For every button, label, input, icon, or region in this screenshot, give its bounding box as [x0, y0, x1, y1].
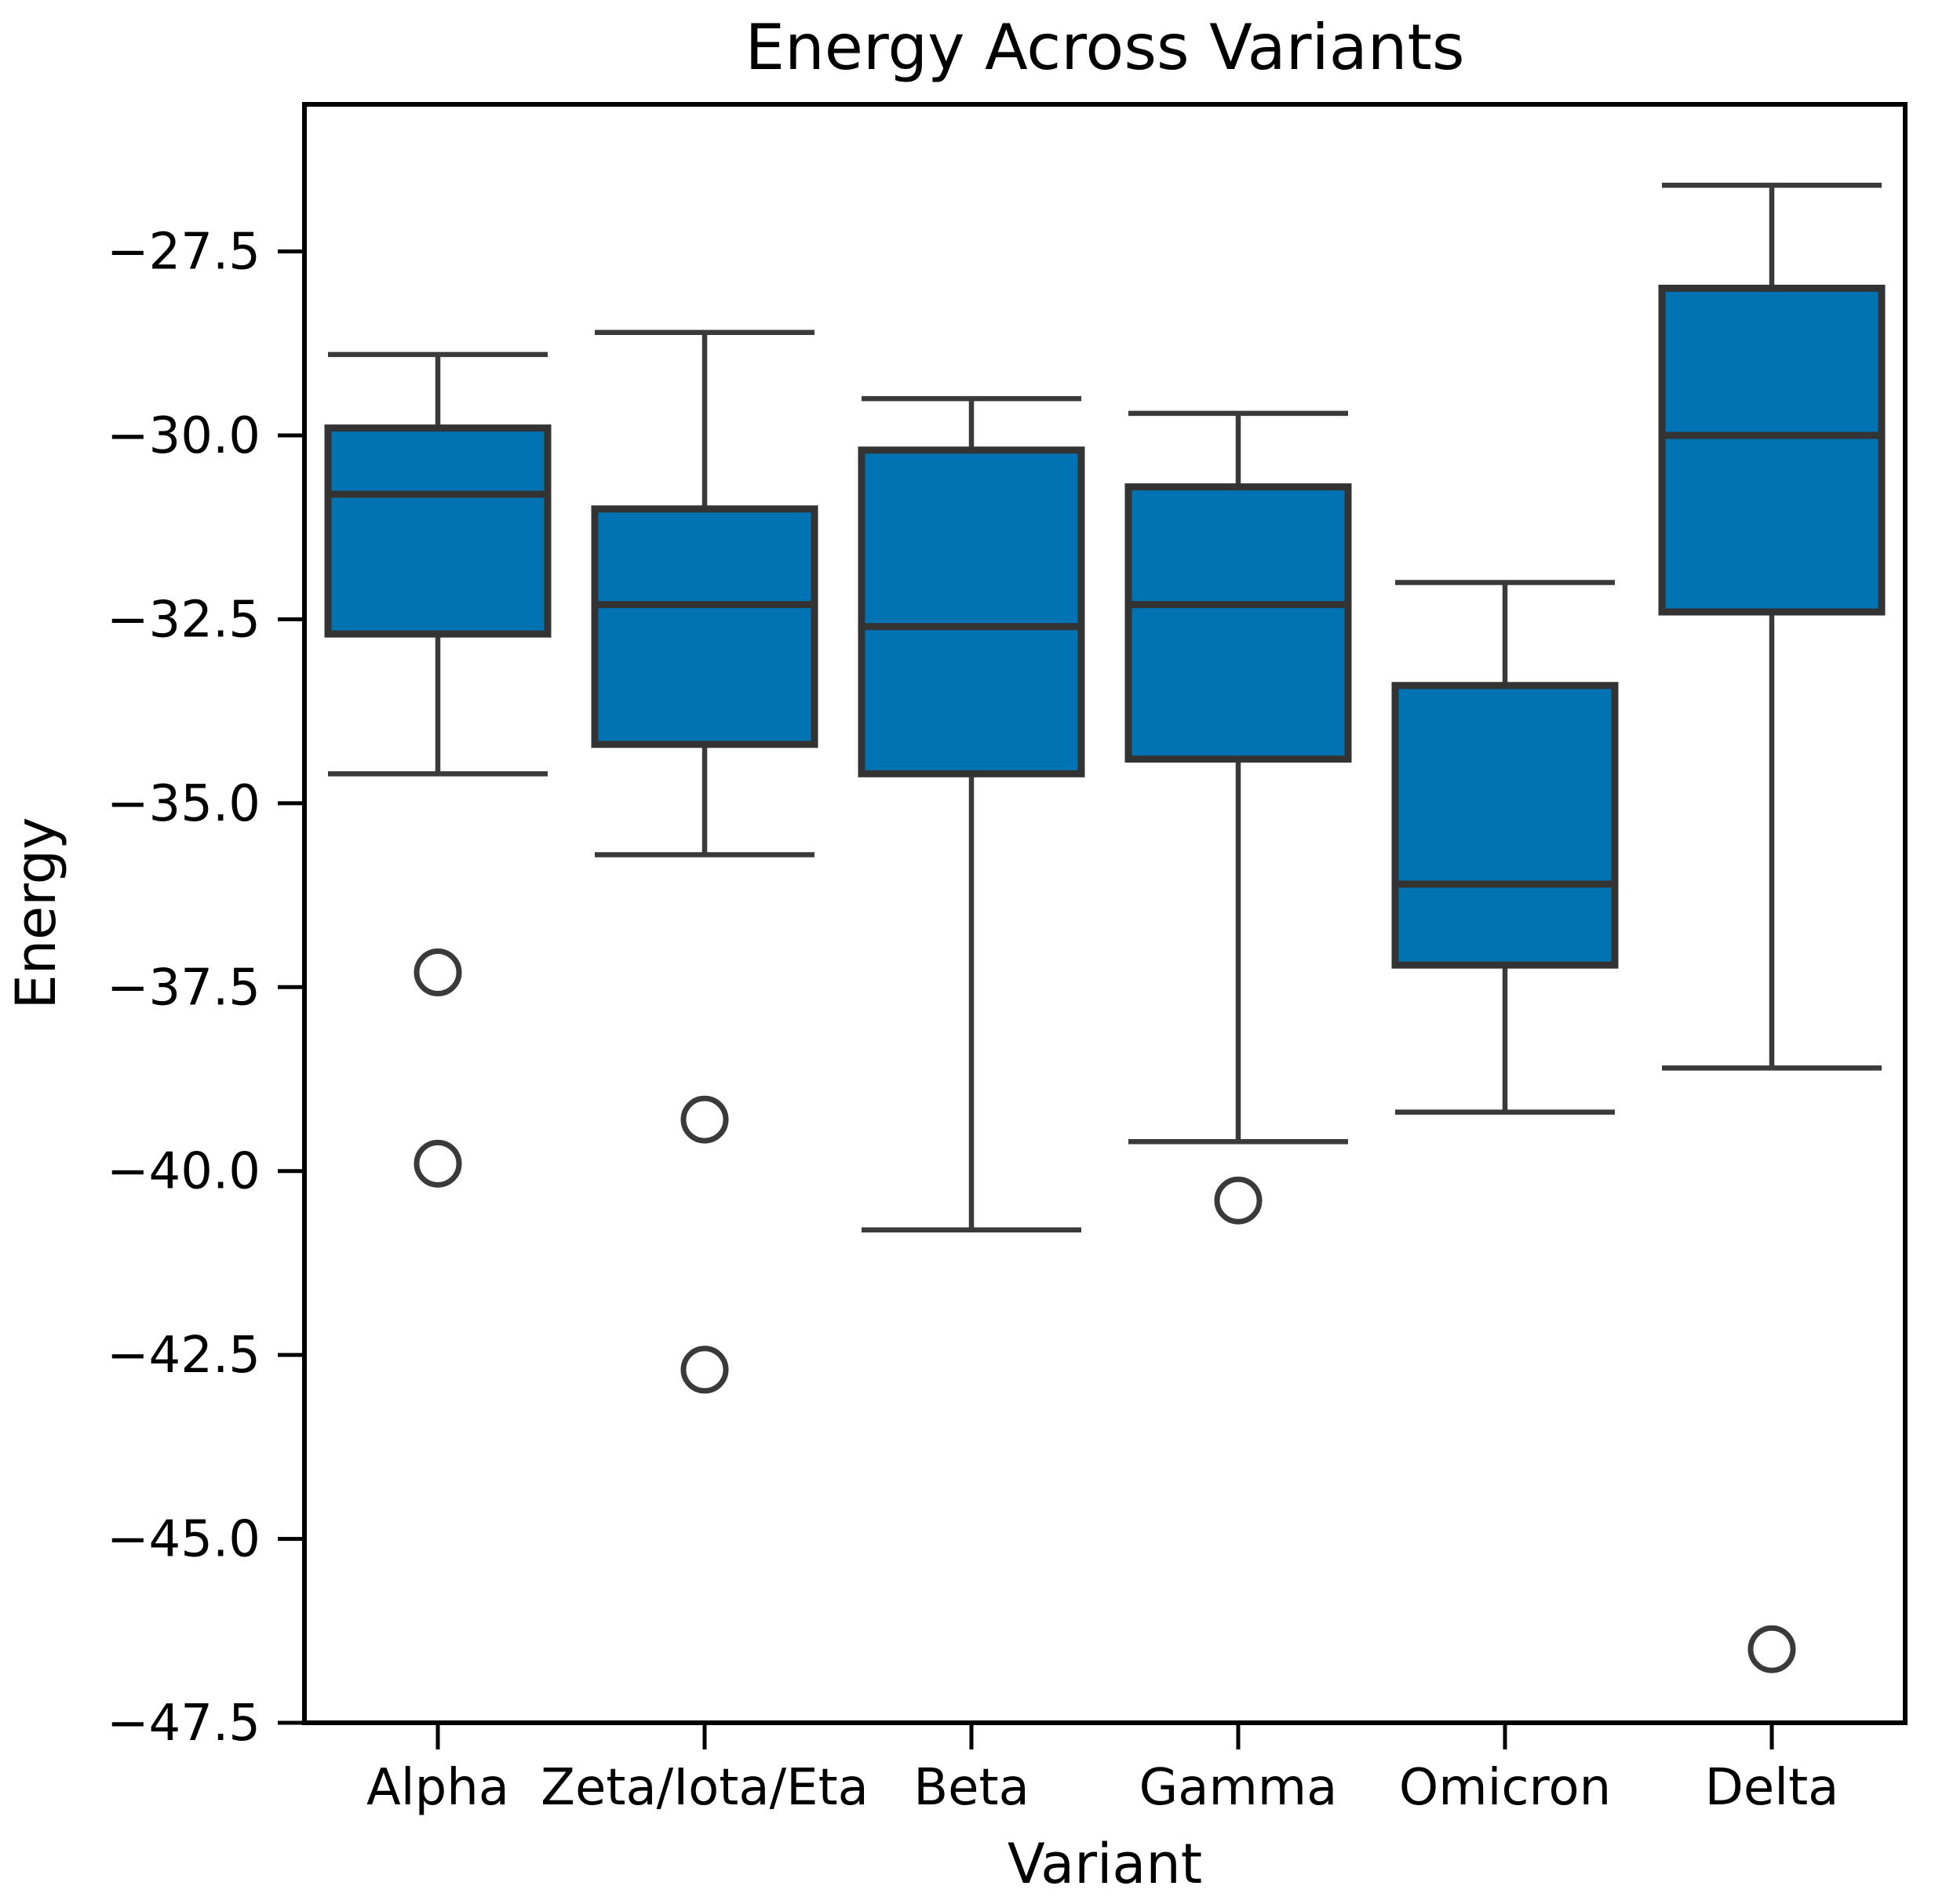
y-tick-label: −35.0: [107, 775, 261, 833]
x-tick-label: Alpha: [366, 1759, 509, 1817]
y-tick-label: −47.5: [107, 1695, 261, 1753]
outlier-Zeta/Iota/Eta: [680, 1095, 729, 1144]
y-tick-label: −40.0: [107, 1143, 261, 1201]
box-Delta: [1658, 284, 1886, 616]
y-tick-label: −30.0: [107, 407, 261, 465]
y-tick-label: −42.5: [107, 1327, 261, 1385]
outlier-Zeta/Iota/Eta: [680, 1345, 729, 1394]
x-axis-label: Variant: [1008, 1832, 1202, 1896]
y-axis-label: Energy: [4, 817, 68, 1009]
x-tick-label: Beta: [913, 1759, 1029, 1817]
box-Zeta/Iota/Eta: [591, 505, 818, 748]
box-Omicron: [1391, 682, 1619, 969]
x-tick-label: Gamma: [1139, 1759, 1338, 1817]
outlier-Alpha: [414, 948, 462, 997]
x-tick-label: Omicron: [1399, 1759, 1611, 1817]
y-tick-label: −32.5: [107, 591, 261, 649]
outlier-Alpha: [414, 1139, 462, 1188]
outlier-Gamma: [1214, 1176, 1263, 1225]
y-tick-label: −37.5: [107, 959, 261, 1017]
chart-title: Energy Across Variants: [745, 11, 1464, 84]
y-tick-label: −27.5: [107, 224, 261, 282]
x-tick-label: Delta: [1705, 1759, 1839, 1817]
y-tick-label: −45.0: [107, 1511, 261, 1569]
box-Beta: [858, 446, 1085, 777]
x-tick-label: Zeta/Iota/Eta: [541, 1759, 869, 1817]
box-Alpha: [324, 424, 552, 638]
outlier-Delta: [1747, 1625, 1796, 1673]
plot-content: −27.5 −30.0 −32.5 −35.0 −37.5 −40.0 −42.5 −45.0…: [107, 182, 1886, 1817]
plot-frame: [302, 102, 1908, 1725]
box-Gamma: [1124, 483, 1352, 763]
